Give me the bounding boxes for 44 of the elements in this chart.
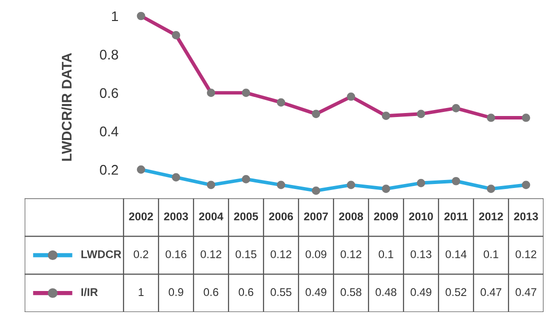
- x-tick-label: 2005: [234, 212, 258, 220]
- x-tick-label: 2002: [129, 212, 153, 220]
- data-label: 0.2: [134, 250, 148, 258]
- data-label: 0.12: [200, 250, 222, 258]
- data-label: 0.14: [446, 250, 466, 258]
- y-tick-label: 1: [112, 11, 118, 22]
- data-label: 0.12: [270, 250, 292, 258]
- data-label: 0.6: [238, 288, 254, 296]
- data-label: 0.49: [410, 288, 432, 296]
- x-tick-label: 2003: [164, 212, 188, 220]
- x-tick-label: 2007: [304, 212, 328, 220]
- data-label: 0.55: [270, 288, 292, 296]
- y-tick-label: 0.2: [100, 164, 118, 175]
- data-label: 0.48: [376, 288, 396, 296]
- x-tick-label: 2004: [199, 212, 224, 220]
- x-tick-label: 2009: [374, 212, 398, 220]
- y-tick-label: 0.8: [100, 50, 118, 60]
- data-label: 0.49: [306, 288, 326, 296]
- data-label: 0.16: [166, 250, 186, 258]
- data-label: 0.09: [306, 250, 326, 258]
- data-label: 0.6: [204, 288, 218, 296]
- x-tick-label: 2012: [479, 212, 503, 220]
- data-label: 0.58: [340, 288, 362, 296]
- x-tick-label: 2011: [444, 212, 468, 220]
- data-label: 0.1: [378, 250, 394, 258]
- y-axis-title: LWDCR/IR DATA: [61, 53, 72, 161]
- data-label: 0.15: [236, 250, 256, 258]
- data-label: 0.12: [340, 250, 362, 258]
- x-tick-label: 2010: [409, 212, 433, 220]
- data-label: 0.1: [484, 250, 498, 258]
- legend-label: LWDCR: [81, 250, 122, 258]
- x-tick-label: 2006: [269, 212, 293, 220]
- data-label: 0.47: [516, 288, 536, 296]
- y-tick-label: 0.6: [100, 88, 118, 98]
- data-label: 0.47: [480, 288, 502, 296]
- data-label: 1: [138, 288, 144, 296]
- data-label: 0.52: [446, 288, 466, 296]
- y-tick-label: 0.4: [100, 126, 118, 136]
- data-label: 0.13: [410, 250, 432, 258]
- data-label: 0.9: [168, 288, 184, 296]
- data-label: 0.12: [516, 250, 536, 258]
- legend-label: I/IR: [81, 288, 98, 296]
- x-tick-label: 2013: [514, 212, 538, 220]
- x-tick-label: 2008: [339, 212, 364, 220]
